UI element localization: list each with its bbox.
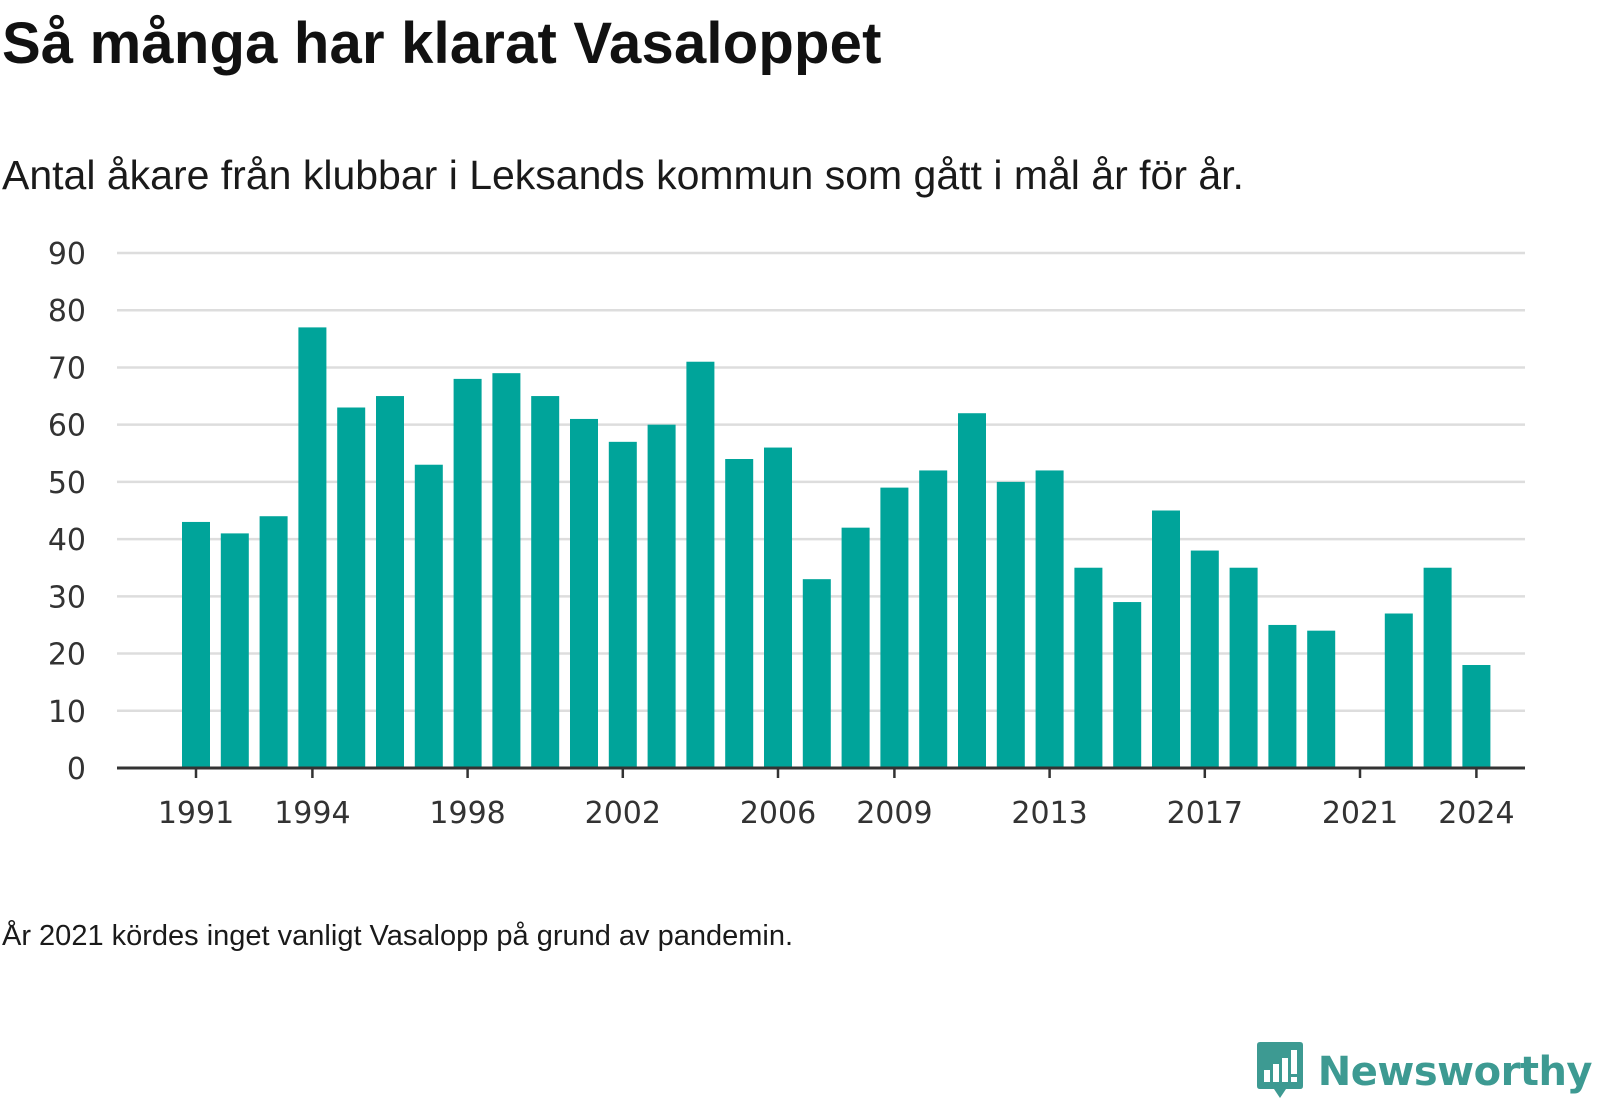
bar	[880, 487, 909, 768]
bar	[453, 378, 482, 768]
x-tick-label: 2006	[740, 796, 816, 831]
y-tick-label: 80	[48, 294, 86, 329]
bar	[259, 516, 288, 768]
y-tick-label: 10	[48, 695, 86, 730]
bar	[414, 464, 443, 768]
x-tick-label: 2002	[585, 796, 661, 831]
newsworthy-logo-icon	[1256, 1042, 1303, 1098]
bar	[1035, 470, 1064, 768]
bar	[996, 481, 1025, 768]
chart-subtitle: Antal åkare från klubbar i Leksands komm…	[2, 152, 1244, 198]
bar-chart: 0 10 20 30 40 50 60 70 80 90 1991 1994 1998 2002 2006 2…	[48, 237, 1525, 831]
bar	[608, 441, 637, 768]
bar	[802, 579, 831, 768]
bar	[337, 407, 366, 768]
bar	[1423, 567, 1452, 768]
x-tick-label: 2013	[1011, 796, 1087, 831]
bar	[725, 459, 754, 768]
bar	[1268, 624, 1297, 768]
y-tick-label: 20	[48, 638, 86, 673]
bar	[919, 470, 948, 768]
bar	[1190, 550, 1219, 768]
bar	[647, 424, 676, 768]
bar	[1462, 665, 1491, 768]
footnote: År 2021 kördes inget vanligt Vasalopp på…	[2, 920, 794, 952]
bar	[1307, 630, 1336, 768]
brand-logo: Newsworthy	[1256, 1040, 1593, 1104]
chart-title: Så många har klarat Vasaloppet	[2, 11, 882, 76]
x-tick-label: 2017	[1167, 796, 1243, 831]
bar	[686, 361, 715, 768]
bar	[492, 373, 521, 768]
y-tick-label: 50	[48, 466, 86, 501]
bar	[958, 413, 986, 768]
bar	[1152, 510, 1180, 768]
bar	[531, 396, 560, 768]
y-tick-label: 70	[48, 351, 86, 386]
y-tick-label: 30	[48, 580, 86, 615]
bar	[1384, 613, 1413, 768]
x-tick-label: 2009	[856, 796, 932, 831]
bar	[1113, 602, 1142, 768]
bar	[764, 447, 792, 768]
y-tick-label: 90	[48, 237, 86, 272]
bar	[182, 521, 210, 768]
x-tick-label: 1998	[429, 796, 505, 831]
bar	[220, 533, 249, 768]
y-tick-label: 0	[67, 752, 86, 787]
bar	[570, 418, 598, 768]
bar	[1229, 567, 1258, 768]
x-tick-label: 1994	[274, 796, 350, 831]
y-tick-label: 60	[48, 409, 86, 444]
bar	[1074, 567, 1103, 768]
x-tick-label: 1991	[158, 796, 234, 831]
bar	[841, 527, 870, 768]
brand-name: Newsworthy	[1317, 1049, 1593, 1095]
bar	[376, 396, 404, 768]
bar	[298, 327, 327, 768]
x-tick-label: 2021	[1322, 796, 1398, 831]
y-tick-label: 40	[48, 523, 86, 558]
x-tick-label: 2024	[1438, 796, 1514, 831]
